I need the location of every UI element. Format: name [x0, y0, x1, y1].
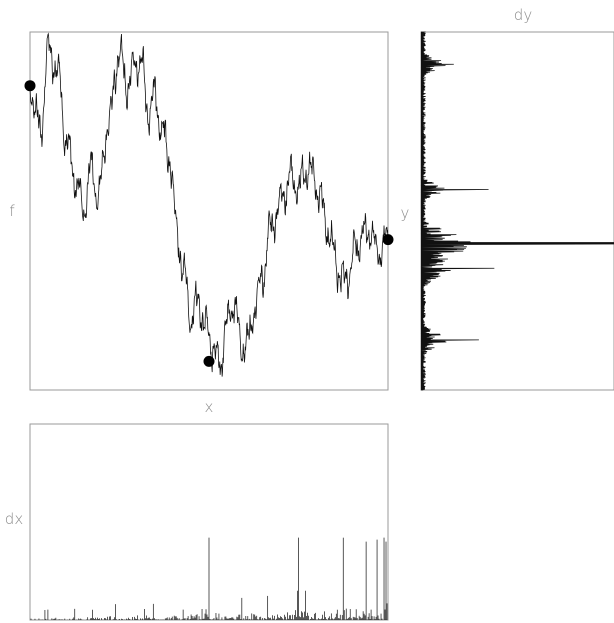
main-markers: [24, 80, 394, 367]
main-y-axis-label: f: [9, 202, 15, 220]
dy-panel: dy y: [401, 6, 614, 391]
dy-spectrum: [420, 31, 614, 391]
main-plot-frame: [29, 31, 389, 391]
dy-panel-title: dy: [514, 6, 533, 24]
main-panel: x f: [9, 31, 394, 416]
dx-panel: dx: [5, 423, 389, 621]
dx-y-axis-label: dx: [5, 510, 24, 528]
dx-bars: [29, 537, 388, 620]
main-curve: [29, 32, 389, 377]
marker-point-3: [382, 234, 394, 246]
main-x-axis-label: x: [205, 398, 214, 416]
marker-point-1: [24, 80, 36, 92]
dy-y-axis-label: y: [401, 204, 410, 222]
dy-plot-frame: [420, 31, 614, 391]
marker-point-2: [203, 355, 215, 367]
